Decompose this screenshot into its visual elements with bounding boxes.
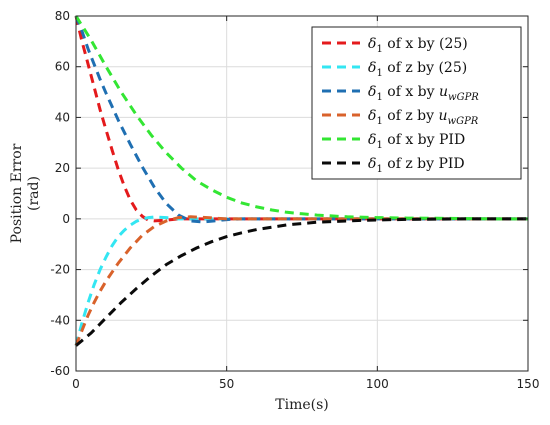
y-axis-label-line-2: (rad)	[26, 176, 42, 211]
y-tick-label: 40	[55, 110, 70, 124]
x-tick-label: 100	[366, 377, 389, 391]
legend-entry: δ1 of x by uwGPR	[368, 84, 479, 103]
y-tick-label: -60	[50, 364, 70, 378]
legend-entry: δ1 of z by PID	[368, 156, 465, 175]
series-line-4	[74, 215, 528, 347]
y-tick-label: 0	[62, 212, 70, 226]
y-tick-label: -40	[50, 313, 70, 327]
x-axis-label: Time(s)	[275, 397, 328, 413]
series-line-6	[75, 217, 528, 347]
legend: δ1 of x by (25) δ1 of z by (25) δ1 of x by…	[311, 26, 522, 180]
x-axis-ticks: 0 50 100 150	[72, 16, 539, 391]
y-axis-ticks: -60 -40 -20 0 20 40 60 80	[50, 9, 528, 378]
legend-entry: δ1 of x by (25)	[368, 36, 468, 55]
series-line-1	[74, 15, 528, 223]
x-tick-label: 0	[72, 377, 80, 391]
y-tick-label: 80	[55, 9, 70, 23]
legend-entry: δ1 of z by uwGPR	[368, 108, 479, 127]
y-axis-label-line-1: Position Error	[9, 143, 25, 243]
plot-area-frame	[75, 15, 529, 372]
legend-box	[311, 26, 522, 180]
y-tick-label: 60	[55, 60, 70, 74]
x-tick-label: 150	[517, 377, 540, 391]
y-axis-label: Position Error (rad)	[9, 143, 42, 243]
y-tick-label: 20	[55, 161, 70, 175]
series-lines	[74, 15, 528, 347]
legend-entry: δ1 of z by (25)	[368, 60, 467, 79]
y-tick-label: -20	[50, 263, 70, 277]
x-tick-label: 50	[219, 377, 234, 391]
legend-entry: δ1 of x by PID	[368, 132, 465, 151]
